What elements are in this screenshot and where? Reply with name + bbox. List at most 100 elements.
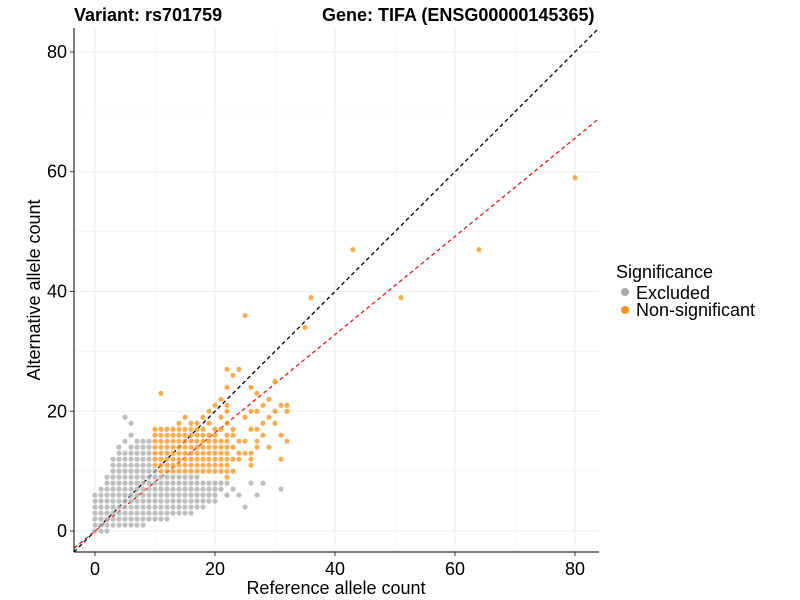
point-non-significant [176,438,182,444]
chart-title-gene: Gene: TIFA (ENSG00000145365) [322,5,594,25]
point-excluded [212,480,218,486]
point-excluded [164,480,170,486]
point-non-significant [278,432,284,438]
x-tick-label: 60 [445,559,465,579]
point-non-significant [182,444,188,450]
point-non-significant [158,432,164,438]
point-non-significant [152,438,158,444]
point-non-significant [164,426,170,432]
point-excluded [92,510,98,516]
point-excluded [176,486,182,492]
y-tick-label: 60 [47,162,67,182]
point-excluded [110,498,116,504]
point-non-significant [248,462,254,468]
point-excluded [152,504,158,510]
point-non-significant [152,426,158,432]
point-excluded [128,486,134,492]
legend-label-non-significant: Non-significant [636,300,755,320]
point-excluded [98,504,104,510]
point-excluded [164,510,170,516]
point-excluded [176,474,182,480]
point-excluded [98,492,104,498]
reference-lines [73,27,600,553]
point-excluded [206,498,212,504]
point-excluded [122,504,128,510]
point-excluded [158,516,164,522]
point-excluded [182,498,188,504]
point-non-significant [272,420,278,426]
x-axis-title: Reference allele count [246,578,425,598]
axes [73,28,599,553]
point-non-significant [254,426,260,432]
point-non-significant [224,462,230,468]
point-excluded [194,504,200,510]
point-non-significant [218,396,224,402]
point-excluded [104,480,110,486]
point-non-significant [170,456,176,462]
point-non-significant [200,414,206,420]
point-non-significant [212,456,218,462]
point-excluded [110,510,116,516]
point-excluded [200,480,206,486]
point-excluded [110,456,116,462]
point-excluded [104,504,110,510]
y-tick-label: 80 [47,42,67,62]
point-non-significant [254,444,260,450]
point-excluded [92,504,98,510]
point-excluded [122,498,128,504]
point-excluded [98,522,104,528]
point-excluded [158,474,164,480]
point-excluded [152,492,158,498]
point-excluded [188,474,194,480]
point-non-significant [182,468,188,474]
point-excluded [116,498,122,504]
point-excluded [146,510,152,516]
point-excluded [152,486,158,492]
point-excluded [194,474,200,480]
point-excluded [182,504,188,510]
point-excluded [164,492,170,498]
point-excluded [110,504,116,510]
point-non-significant [218,438,224,444]
point-non-significant [260,432,266,438]
point-non-significant [248,426,254,432]
point-excluded [152,480,158,486]
point-non-significant [188,420,194,426]
point-excluded [152,498,158,504]
point-excluded [110,486,116,492]
point-excluded [140,468,146,474]
point-excluded [116,480,122,486]
point-excluded [158,486,164,492]
point-excluded [146,492,152,498]
point-excluded [122,474,128,480]
x-tick-label: 40 [325,559,345,579]
point-non-significant [224,438,230,444]
point-non-significant [224,366,230,372]
point-non-significant [212,426,218,432]
point-non-significant [230,426,236,432]
point-non-significant [200,456,206,462]
point-excluded [230,486,236,492]
y-tick-label: 0 [57,521,67,541]
point-excluded [122,486,128,492]
point-excluded [158,480,164,486]
y-tick-label: 40 [47,281,67,301]
point-non-significant [158,468,164,474]
point-excluded [248,480,254,486]
x-tick-label: 20 [205,559,225,579]
point-excluded [200,486,206,492]
point-excluded [140,516,146,522]
point-non-significant [266,396,272,402]
point-non-significant [218,444,224,450]
point-non-significant [206,462,212,468]
point-non-significant [206,450,212,456]
point-non-significant [476,246,482,253]
point-excluded [200,504,206,510]
point-non-significant [188,468,194,474]
point-excluded [134,444,140,450]
point-excluded [194,486,200,492]
point-excluded [158,498,164,504]
point-excluded [122,414,128,420]
point-excluded [188,510,194,516]
legend: Significance Excluded Non-significant [616,262,755,320]
